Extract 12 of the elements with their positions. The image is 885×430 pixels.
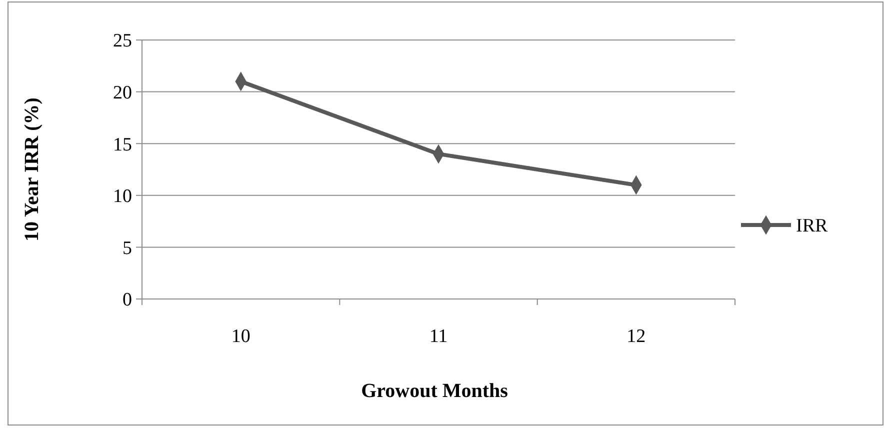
y-tick-label: 5 [122, 238, 132, 259]
y-axis-title: 10 Year IRR (%) [21, 98, 43, 242]
y-tick-label: 25 [113, 30, 132, 52]
y-tick-label: 0 [122, 290, 132, 311]
y-tick-label: 20 [113, 82, 132, 104]
y-tick-label: 10 [113, 186, 132, 208]
x-tick-label: 11 [429, 326, 448, 347]
x-tick-label: 12 [626, 326, 646, 347]
x-tick-label: 10 [231, 326, 250, 347]
legend-label: IRR [796, 216, 828, 237]
x-axis-title: Growout Months [361, 380, 508, 402]
y-tick-label: 15 [113, 134, 132, 156]
